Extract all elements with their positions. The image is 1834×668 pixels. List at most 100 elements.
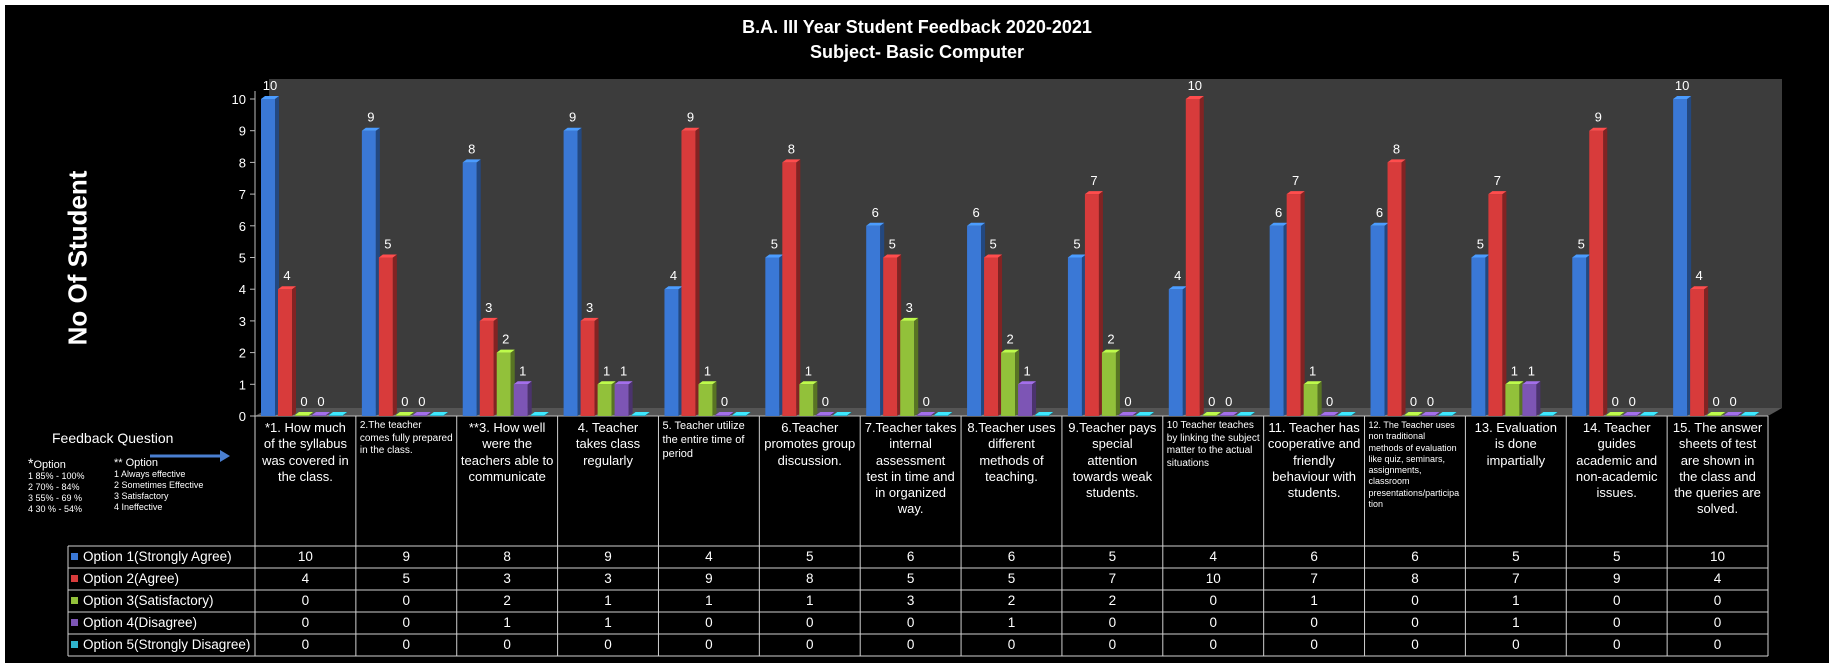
bar xyxy=(1219,415,1234,416)
chart-title: B.A. III Year Student Feedback 2020-2021 xyxy=(742,17,1092,37)
legend-swatch xyxy=(71,641,78,649)
bar-value-label: 0 xyxy=(418,394,425,409)
table-cell: 0 xyxy=(1612,593,1621,608)
bar-value-label: 1 xyxy=(805,363,812,378)
option-key-star: * xyxy=(28,455,34,471)
bar xyxy=(1168,289,1183,416)
bar-side xyxy=(1149,412,1154,416)
bar xyxy=(1202,415,1217,416)
bar-top xyxy=(816,412,835,415)
table-cell: 1 xyxy=(604,615,612,630)
feedback-question-label: Feedback Question xyxy=(52,430,174,446)
bar-side xyxy=(326,412,330,416)
bar-side xyxy=(1620,412,1625,416)
legend-label: Option 5(Strongly Disagree) xyxy=(83,637,251,652)
bar-value-label: 9 xyxy=(569,110,576,125)
bar-side xyxy=(1115,349,1120,416)
bar-top xyxy=(530,412,549,415)
bar-top xyxy=(900,317,919,321)
bar-value-label: 5 xyxy=(1073,237,1080,252)
bar xyxy=(312,415,326,416)
table-cell: 1 xyxy=(503,615,511,630)
table-cell: 8 xyxy=(806,571,814,586)
table-cell: 3 xyxy=(503,571,511,586)
bar-value-label: 1 xyxy=(1023,363,1030,378)
bar-value-label: 0 xyxy=(317,394,324,409)
bar-top xyxy=(1035,412,1054,415)
bar xyxy=(580,320,595,416)
bar xyxy=(883,257,898,416)
table-cell: 6 xyxy=(906,549,915,564)
table-cell: 1 xyxy=(705,593,713,608)
table-cell: 1 xyxy=(806,593,814,608)
bar xyxy=(1505,384,1520,416)
table-cell: 1 xyxy=(1310,593,1318,608)
question-header: 12. The Teacher uses non traditional met… xyxy=(1368,420,1460,509)
bar-side xyxy=(645,412,650,416)
bar xyxy=(597,384,612,416)
bar-value-label: 1 xyxy=(519,363,526,378)
table-cell: 10 xyxy=(297,549,313,564)
bar-side xyxy=(1502,191,1507,416)
bar-value-label: 0 xyxy=(1427,394,1434,409)
bar-side xyxy=(409,412,414,416)
bar xyxy=(378,257,393,416)
table-cell: 0 xyxy=(1612,637,1621,652)
table-cell: 6 xyxy=(1411,549,1419,564)
bar xyxy=(1067,257,1082,416)
bar-side xyxy=(292,286,296,416)
table-cell: 9 xyxy=(604,549,612,564)
option-key-percent: *Option 1 85% - 100% 2 70% - 84% 3 55% -… xyxy=(28,455,85,515)
table-cell: 7 xyxy=(1512,571,1520,586)
table-cell: 0 xyxy=(1713,593,1722,608)
bar-side xyxy=(695,127,700,416)
bar-value-label: 5 xyxy=(384,237,391,252)
table-cell: 1 xyxy=(1512,615,1520,630)
y-tick-label: 5 xyxy=(239,251,246,266)
bar xyxy=(429,415,444,416)
question-header: 6.Teacher promotes group discussion. xyxy=(764,420,856,468)
table-cell: 6 xyxy=(1310,549,1318,564)
option-key-item: 2 Sometimes Effective xyxy=(114,480,204,490)
bar-top xyxy=(698,381,717,385)
bar-top xyxy=(479,317,498,321)
bar xyxy=(1707,415,1722,416)
bar-value-label: 0 xyxy=(1124,394,1131,409)
bar-side xyxy=(628,381,633,416)
bar-side xyxy=(948,412,953,416)
table-cell: 0 xyxy=(1209,637,1217,652)
bar xyxy=(1690,289,1705,416)
bar-value-label: 0 xyxy=(1730,394,1737,409)
bar-top xyxy=(1471,254,1490,258)
table-cell: 4 xyxy=(1713,571,1722,586)
bar-top xyxy=(1572,254,1591,258)
bar-value-label: 6 xyxy=(972,205,979,220)
bar-top xyxy=(429,412,448,415)
table-cell: 10 xyxy=(1710,549,1726,564)
table-cell: 5 xyxy=(1108,549,1117,564)
bar-value-label: 2 xyxy=(1006,332,1013,347)
option-key-header: ** Option xyxy=(114,457,159,469)
bar xyxy=(1606,415,1621,416)
bar xyxy=(1589,130,1604,416)
table-cell: 0 xyxy=(705,637,713,652)
bar-top xyxy=(378,254,397,258)
bar-top xyxy=(580,317,599,321)
bar-top xyxy=(917,412,936,415)
table-cell: 0 xyxy=(1713,637,1722,652)
bar-value-label: 1 xyxy=(1528,363,1535,378)
bar-value-label: 1 xyxy=(620,363,627,378)
bar-value-label: 5 xyxy=(1477,237,1484,252)
question-header: 11. Teacher has cooperative and friendly… xyxy=(1267,420,1361,500)
y-tick-label: 4 xyxy=(239,282,246,297)
bar xyxy=(1404,415,1419,416)
table-cell: 8 xyxy=(1411,571,1419,586)
y-tick-label: 10 xyxy=(232,92,246,107)
bar-value-label: 0 xyxy=(923,394,930,409)
table-cell: 0 xyxy=(503,637,511,652)
bar xyxy=(732,415,747,416)
bar-value-label: 5 xyxy=(989,237,996,252)
bar xyxy=(295,415,309,416)
table-cell: 4 xyxy=(1209,549,1217,564)
